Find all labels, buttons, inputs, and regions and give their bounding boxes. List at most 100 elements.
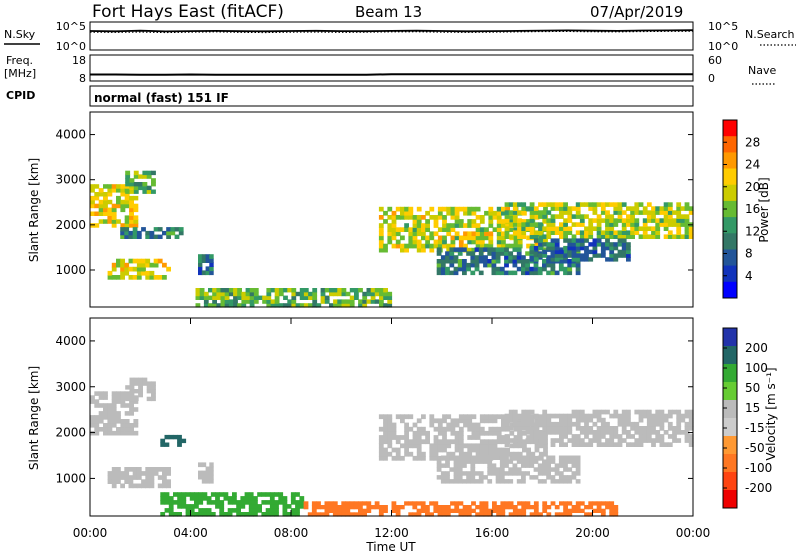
heatmap-cell-6 — [453, 455, 459, 460]
heatmap-cell-7 — [600, 202, 606, 207]
heatmap-cell-8 — [232, 508, 237, 513]
heatmap-cell-9 — [609, 501, 615, 506]
heatmap-cell-5 — [496, 426, 502, 432]
heatmap-cell-5 — [378, 227, 384, 232]
ytick-label: 2000 — [55, 426, 86, 440]
heatmap-cell-8 — [584, 257, 589, 262]
heatmap-cell-5 — [400, 243, 405, 249]
heatmap-cell-5 — [400, 227, 405, 232]
heatmap-cell-6 — [575, 467, 581, 472]
heatmap-cell-2 — [160, 438, 166, 444]
heatmap-cell-9 — [208, 303, 213, 308]
heatmap-cell-6 — [457, 475, 463, 480]
heatmap-cell-4 — [209, 262, 214, 267]
heatmap-cell-9 — [349, 303, 355, 308]
heatmap-cell-6 — [470, 463, 476, 468]
heatmap-cell-8 — [299, 500, 305, 505]
heatmap-cell-6 — [512, 463, 518, 468]
heatmap-cell-8 — [236, 512, 241, 517]
heatmap-cell-4 — [205, 258, 210, 263]
heatmap-cell-3 — [132, 471, 138, 476]
heatmap-cell-8 — [206, 508, 212, 513]
heatmap-cell-0 — [120, 203, 126, 209]
heatmap-cell-8 — [579, 253, 585, 258]
heatmap-cell-7 — [646, 430, 652, 435]
heatmap-cell-8 — [299, 496, 305, 501]
heatmap-cell-9 — [404, 501, 409, 506]
frequency-panel-frame — [89, 54, 694, 82]
heatmap-cell-3 — [128, 479, 134, 484]
heatmap-cell-9 — [575, 505, 581, 510]
heatmap-cell-7 — [646, 426, 652, 431]
heatmap-cell-6 — [542, 479, 547, 484]
heatmap-cell-5 — [446, 206, 452, 212]
heatmap-cell-7 — [626, 234, 631, 239]
heatmap-cell-0 — [111, 219, 117, 224]
heatmap-cell-9 — [237, 295, 242, 300]
heatmap-cell-6 — [474, 262, 480, 268]
heatmap-cell-9 — [433, 501, 439, 506]
heatmap-cell-0 — [98, 391, 104, 396]
heatmap-cell-7 — [542, 202, 548, 207]
heatmap-cell-3 — [120, 262, 125, 268]
heatmap-cell-9 — [345, 512, 351, 517]
colorbar-tick-label: 8 — [745, 247, 753, 261]
heatmap-cell-5 — [408, 451, 414, 457]
heatmap-cell-7 — [588, 202, 594, 207]
heatmap-cell-6 — [445, 255, 450, 260]
heatmap-cell-0 — [111, 188, 117, 193]
heatmap-cell-5 — [488, 223, 494, 228]
heatmap-cell-5 — [383, 447, 388, 453]
heatmap-cell-7 — [596, 417, 602, 423]
heatmap-cell-7 — [546, 417, 552, 423]
heatmap-cell-3 — [141, 270, 146, 276]
heatmap-cell-5 — [475, 447, 481, 453]
heatmap-cell-7 — [529, 206, 535, 211]
heatmap-cell-7 — [538, 222, 543, 227]
heatmap-cell-7 — [605, 442, 610, 447]
heatmap-cell-3 — [162, 275, 167, 280]
heatmap-cell-5 — [446, 247, 452, 253]
heatmap-cell-7 — [638, 413, 644, 419]
heatmap-cell-5 — [463, 451, 468, 457]
heatmap-cell-9 — [492, 508, 497, 513]
heatmap-cell-7 — [517, 222, 522, 227]
heatmap-cell-8 — [542, 242, 548, 247]
heatmap-cell-7 — [621, 230, 627, 235]
heatmap-cell-0 — [107, 403, 113, 408]
heatmap-cell-8 — [194, 504, 199, 509]
heatmap-cell-7 — [659, 210, 665, 215]
heatmap-cell-9 — [353, 501, 359, 506]
heatmap-cell-4 — [201, 270, 207, 276]
heatmap-cell-8 — [206, 500, 212, 505]
heatmap-cell-0 — [124, 419, 130, 424]
heatmap-cell-7 — [579, 218, 585, 223]
heatmap-cell-5 — [416, 227, 422, 232]
heatmap-cell-7 — [546, 226, 552, 231]
heatmap-cell-8 — [173, 512, 178, 517]
heatmap-cell-8 — [563, 238, 568, 243]
heatmap-cell-5 — [416, 206, 422, 212]
heatmap-cell-9 — [588, 501, 594, 506]
heatmap-cell-7 — [651, 234, 656, 239]
heatmap-cell-7 — [504, 417, 510, 423]
heatmap-cell-7 — [642, 234, 648, 239]
heatmap-cell-5 — [408, 231, 414, 237]
heatmap-cell-7 — [512, 413, 518, 419]
heatmap-cell-5 — [421, 243, 426, 249]
heatmap-cell-6 — [504, 251, 509, 256]
heatmap-cell-2 — [170, 227, 176, 232]
heatmap-cell-8 — [269, 500, 275, 505]
heatmap-cell-7 — [567, 206, 573, 211]
heatmap-cell-3 — [157, 483, 163, 489]
heatmap-cell-9 — [332, 501, 338, 506]
heatmap-cell-6 — [525, 251, 530, 256]
heatmap-cell-5 — [509, 430, 515, 436]
heatmap-cell-9 — [533, 508, 539, 513]
heatmap-cell-0 — [133, 399, 139, 404]
heatmap-cell-0 — [98, 419, 104, 424]
heatmap-cell-9 — [203, 299, 209, 304]
heatmap-cell-5 — [471, 231, 477, 237]
heatmap-cell-9 — [283, 295, 288, 300]
heatmap-cell-9 — [287, 303, 293, 308]
